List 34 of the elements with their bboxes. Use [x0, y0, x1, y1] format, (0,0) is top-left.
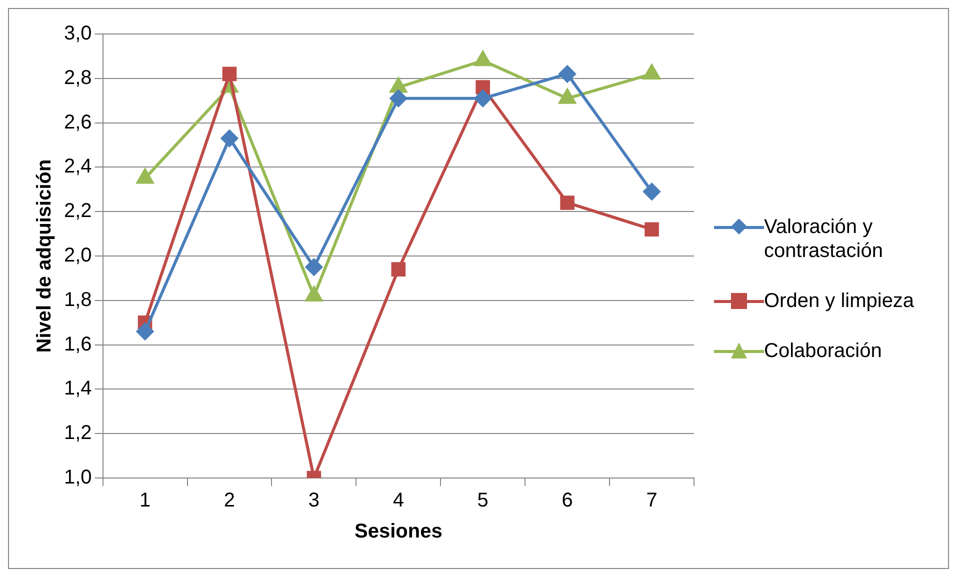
x-axis-title: Sesiones: [354, 520, 442, 543]
y-tick-label: 2,8: [64, 66, 92, 89]
x-tick-label: 2: [224, 490, 236, 512]
x-tick-label: 4: [392, 490, 404, 512]
y-tick-label: 1,8: [64, 288, 92, 311]
x-tick-label: 5: [477, 490, 488, 512]
point: [305, 258, 322, 276]
x-tick-label: 3: [308, 490, 320, 512]
legend-label: Valoración y contrastación: [764, 214, 884, 262]
y-tick-label: 2,6: [64, 111, 92, 134]
y-tick-label: 2,2: [64, 200, 92, 222]
point: [136, 322, 154, 340]
point: [220, 130, 238, 147]
y-tick-label: 2,0: [64, 244, 92, 267]
x-tick-label: 7: [646, 490, 658, 512]
y-tick-label: 1,4: [64, 378, 92, 400]
x-tick-label: 1: [139, 490, 151, 512]
point: [474, 90, 492, 107]
point: [558, 65, 576, 82]
point: [390, 90, 407, 107]
point: [643, 183, 660, 200]
x-tick-label: 6: [562, 490, 573, 512]
point: [391, 262, 406, 276]
point: [644, 222, 659, 237]
legend-label: Orden y limpieza: [764, 288, 914, 312]
point: [560, 196, 574, 210]
y-tick-label: 2,4: [64, 156, 92, 178]
y-tick-label: 1,2: [64, 422, 92, 444]
y-tick-label: 1,0: [64, 466, 92, 489]
y-tick-label: 3,0: [64, 22, 92, 45]
y-tick-label: 1,6: [64, 333, 92, 356]
y-axis-title: Nivel de adquisición: [34, 159, 56, 353]
point: [222, 66, 237, 82]
legend-label: Colaboración: [764, 338, 882, 362]
